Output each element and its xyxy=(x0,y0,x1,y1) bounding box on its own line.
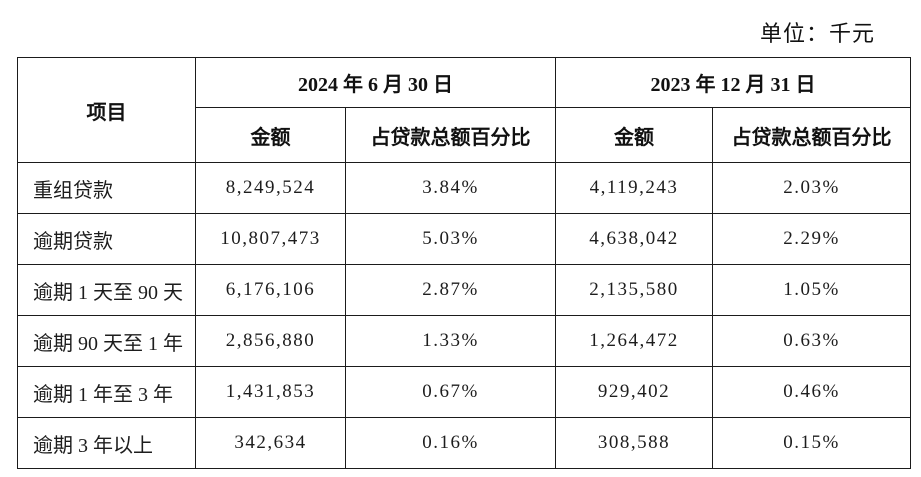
cell-item: 逾期 1 年至 3 年 xyxy=(17,366,196,418)
cell-pct-2023: 2.03% xyxy=(712,162,911,214)
header-pct-2023: 占贷款总额百分比 xyxy=(712,107,911,163)
header-date-2023: 2023 年 12 月 31 日 xyxy=(555,57,911,108)
cell-pct-2023: 0.63% xyxy=(712,315,911,367)
header-date-2024: 2024 年 6 月 30 日 xyxy=(195,57,556,108)
cell-amount-2023: 4,638,042 xyxy=(555,213,713,265)
cell-amount-2023: 308,588 xyxy=(555,417,713,469)
cell-pct-2023: 0.46% xyxy=(712,366,911,418)
cell-item: 逾期 90 天至 1 年 xyxy=(17,315,196,367)
loan-table: 项目 2024 年 6 月 30 日 2023 年 12 月 31 日 金额 占… xyxy=(17,57,911,469)
cell-amount-2024: 8,249,524 xyxy=(195,162,346,214)
header-row-subcolumns: 金额 占贷款总额百分比 金额 占贷款总额百分比 xyxy=(18,107,911,163)
header-item-column: 项目 xyxy=(17,57,196,163)
cell-amount-2024: 6,176,106 xyxy=(195,264,346,316)
cell-pct-2024: 0.16% xyxy=(345,417,556,469)
cell-pct-2024: 5.03% xyxy=(345,213,556,265)
table-row: 逾期 1 天至 90 天 6,176,106 2.87% 2,135,580 1… xyxy=(17,264,911,316)
cell-amount-2024: 2,856,880 xyxy=(195,315,346,367)
table-row: 逾期 3 年以上 342,634 0.16% 308,588 0.15% xyxy=(17,417,911,469)
cell-amount-2023: 929,402 xyxy=(555,366,713,418)
header-amount-2024: 金额 xyxy=(195,107,346,163)
cell-pct-2024: 2.87% xyxy=(345,264,556,316)
cell-pct-2024: 3.84% xyxy=(345,162,556,214)
cell-item: 重组贷款 xyxy=(17,162,196,214)
cell-item: 逾期 1 天至 90 天 xyxy=(17,264,196,316)
cell-pct-2023: 1.05% xyxy=(712,264,911,316)
cell-pct-2024: 1.33% xyxy=(345,315,556,367)
table-row: 逾期贷款 10,807,473 5.03% 4,638,042 2.29% xyxy=(17,213,911,265)
cell-amount-2023: 2,135,580 xyxy=(555,264,713,316)
header-row-dates: 项目 2024 年 6 月 30 日 2023 年 12 月 31 日 xyxy=(17,57,911,163)
cell-amount-2023: 1,264,472 xyxy=(555,315,713,367)
table-header: 项目 2024 年 6 月 30 日 2023 年 12 月 31 日 金额 占… xyxy=(17,57,911,163)
cell-item: 逾期贷款 xyxy=(17,213,196,265)
table-body: 重组贷款 8,249,524 3.84% 4,119,243 2.03% 逾期贷… xyxy=(17,162,911,469)
header-amount-2023: 金额 xyxy=(555,107,713,163)
cell-amount-2024: 10,807,473 xyxy=(195,213,346,265)
unit-label: 单位：千元 xyxy=(759,21,875,46)
cell-amount-2023: 4,119,243 xyxy=(555,162,713,214)
table-row: 逾期 90 天至 1 年 2,856,880 1.33% 1,264,472 0… xyxy=(17,315,911,367)
cell-pct-2023: 0.15% xyxy=(712,417,911,469)
cell-item: 逾期 3 年以上 xyxy=(17,417,196,469)
cell-amount-2024: 1,431,853 xyxy=(195,366,346,418)
header-pct-2024: 占贷款总额百分比 xyxy=(345,107,556,163)
table-row: 重组贷款 8,249,524 3.84% 4,119,243 2.03% xyxy=(17,162,911,214)
table-row: 逾期 1 年至 3 年 1,431,853 0.67% 929,402 0.46… xyxy=(17,366,911,418)
cell-pct-2023: 2.29% xyxy=(712,213,911,265)
cell-amount-2024: 342,634 xyxy=(195,417,346,469)
cell-pct-2024: 0.67% xyxy=(345,366,556,418)
